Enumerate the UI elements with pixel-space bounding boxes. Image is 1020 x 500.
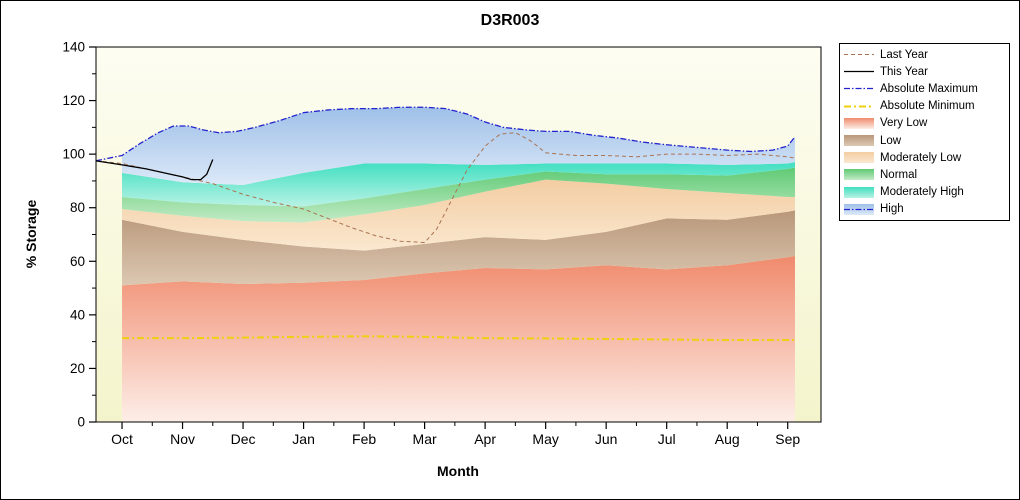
- legend-label: This Year: [880, 65, 928, 78]
- x-axis-ticks: Oct Nov Dec Jan Feb Mar Apr May Jun Jul Aug Sep: [111, 422, 800, 447]
- legend-item-absolute-minimum: Absolute Minimum: [843, 98, 1006, 115]
- legend-label: Normal: [880, 168, 918, 181]
- legend-label: Absolute Maximum: [880, 82, 978, 95]
- y-tick-label: 20: [70, 361, 85, 376]
- legend: Last Year This Year Absolute Maximum Absolu…: [839, 43, 1010, 221]
- y-tick-label: 80: [70, 200, 85, 215]
- plot-area: [96, 106, 796, 422]
- this-year-swatch-icon: [844, 71, 874, 73]
- y-tick-label: 120: [62, 93, 85, 108]
- x-tick-label: Jan: [292, 431, 315, 447]
- y-tick-label: 40: [70, 307, 85, 322]
- legend-label: Low: [880, 134, 902, 147]
- x-tick-label: Nov: [170, 431, 195, 447]
- legend-item-very-low: Very Low: [843, 115, 1006, 132]
- y-tick-label: 60: [70, 254, 85, 269]
- line-absolute-minimum: [122, 335, 795, 342]
- y-axis-ticks: 0 20 40 60 80 100 120 140: [62, 40, 96, 430]
- absolute-minimum-swatch-icon: [844, 105, 874, 108]
- line-this-year: [96, 159, 214, 181]
- legend-label: Very Low: [880, 117, 928, 130]
- legend-label: Moderately Low: [880, 151, 962, 164]
- chart-title: D3R003: [480, 12, 540, 29]
- y-tick-label: 0: [77, 415, 85, 430]
- band-very-low: [122, 255, 795, 422]
- low-swatch-icon: [844, 135, 874, 147]
- band-moderately-low: [122, 179, 795, 251]
- high-swatch-icon: [844, 203, 874, 215]
- x-tick-label: Oct: [111, 431, 133, 447]
- legend-item-this-year: This Year: [843, 63, 1006, 80]
- legend-label: Last Year: [880, 48, 928, 61]
- moderately-high-swatch-icon: [844, 186, 874, 198]
- line-absolute-maximum: [96, 106, 796, 162]
- legend-item-moderately-high: Moderately High: [843, 184, 1006, 201]
- normal-swatch-icon: [844, 169, 874, 181]
- legend-item-normal: Normal: [843, 166, 1006, 183]
- band-low: [122, 210, 795, 286]
- legend-item-moderately-low: Moderately Low: [843, 149, 1006, 166]
- x-tick-label: Aug: [715, 431, 740, 447]
- x-tick-label: Feb: [352, 431, 376, 447]
- legend-item-last-year: Last Year: [843, 46, 1006, 63]
- x-tick-label: Jul: [658, 431, 676, 447]
- y-tick-label: 100: [62, 147, 85, 162]
- line-last-year: [96, 132, 796, 244]
- legend-label: Absolute Minimum: [880, 100, 975, 113]
- y-tick-label: 140: [62, 40, 85, 55]
- absolute-maximum-swatch-icon: [844, 88, 874, 90]
- x-tick-label: May: [532, 431, 558, 447]
- last-year-swatch-icon: [844, 54, 874, 56]
- legend-label: Moderately High: [880, 186, 964, 199]
- very-low-swatch-icon: [844, 117, 874, 129]
- band-high: [122, 107, 795, 185]
- x-tick-label: Apr: [474, 431, 496, 447]
- x-tick-label: Jun: [595, 431, 618, 447]
- x-tick-label: Sep: [775, 431, 800, 447]
- moderately-low-swatch-icon: [844, 152, 874, 164]
- band-normal: [122, 167, 795, 223]
- legend-item-low: Low: [843, 132, 1006, 149]
- legend-item-high: High: [843, 201, 1006, 218]
- legend-label: High: [880, 203, 904, 216]
- x-tick-label: Mar: [413, 431, 437, 447]
- band-moderately-high: [122, 162, 795, 207]
- x-axis-label: Month: [437, 463, 479, 479]
- legend-item-absolute-maximum: Absolute Maximum: [843, 80, 1006, 97]
- x-tick-label: Dec: [231, 431, 256, 447]
